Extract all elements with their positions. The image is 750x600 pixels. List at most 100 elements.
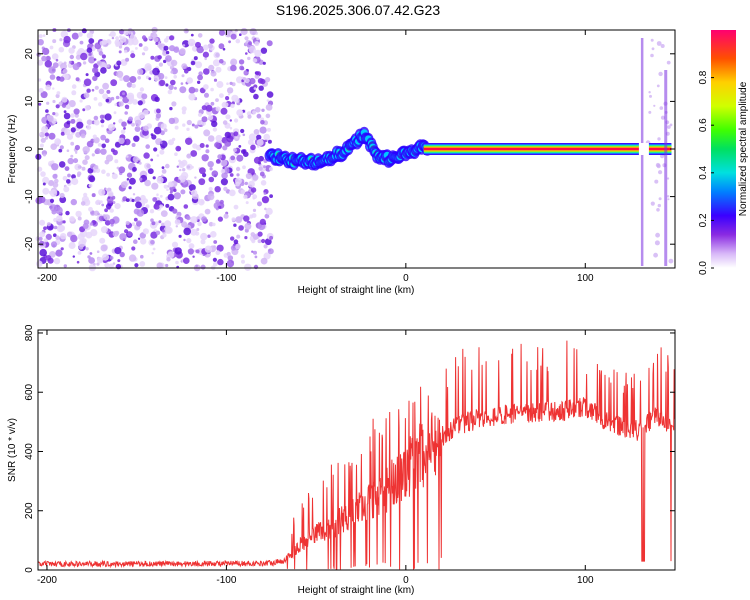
noise-speck <box>155 113 161 119</box>
noise-speck <box>207 161 214 168</box>
noise-speck <box>166 257 171 262</box>
noise-speck <box>263 192 267 195</box>
noise-speck <box>219 199 224 205</box>
noise-speck <box>216 244 224 252</box>
noise-speck <box>50 241 58 248</box>
noise-speck <box>86 88 91 93</box>
noise-speck <box>100 226 108 234</box>
noise-speck <box>88 38 95 44</box>
noise-speck <box>56 91 61 95</box>
noise-speck <box>70 154 74 158</box>
noise-speck <box>88 56 96 64</box>
noise-speck <box>42 182 46 186</box>
noise-speck <box>60 233 67 240</box>
noise-speck <box>169 182 174 187</box>
noise-speck <box>233 223 237 227</box>
noise-speck <box>179 168 182 172</box>
figure-title: S196.2025.306.07.42.G23 <box>276 2 440 18</box>
noise-speck <box>152 67 160 76</box>
noise-speck <box>186 153 192 159</box>
x-tick-label: 0 <box>403 273 409 284</box>
noise-speck <box>266 91 274 98</box>
noise-speck <box>58 161 66 168</box>
noise-speck <box>160 123 167 130</box>
noise-speck <box>238 145 242 148</box>
noise-speck <box>245 201 249 205</box>
noise-speck <box>215 66 222 73</box>
x-tick-label: -200 <box>37 273 57 284</box>
noise-speck <box>133 135 140 142</box>
noise-speck <box>142 125 149 132</box>
noise-speck <box>224 131 231 139</box>
noise-speck <box>45 55 51 62</box>
noise-speck <box>71 32 79 40</box>
noise-speck <box>252 197 256 200</box>
noise-speck <box>656 84 660 88</box>
noise-speck <box>63 264 67 268</box>
noise-speck <box>63 110 67 114</box>
noise-speck <box>228 189 236 197</box>
noise-speck <box>197 119 203 125</box>
noise-speck <box>96 250 100 253</box>
noise-speck <box>106 39 111 44</box>
noise-speck <box>109 256 114 260</box>
noise-speck <box>217 216 223 222</box>
noise-speck <box>83 92 90 99</box>
noise-speck <box>71 177 79 186</box>
noise-speck <box>244 222 252 230</box>
noise-speck <box>221 172 228 179</box>
noise-speck <box>156 108 161 114</box>
noise-speck <box>243 70 248 75</box>
noise-speck <box>253 250 257 255</box>
noise-speck <box>151 221 156 226</box>
noise-speck <box>45 109 49 113</box>
noise-speck <box>168 117 176 125</box>
noise-speck <box>248 180 255 188</box>
noise-speck <box>70 234 78 243</box>
noise-speck <box>197 221 202 227</box>
noise-speck <box>138 161 142 165</box>
noise-speck <box>220 178 228 186</box>
noise-speck <box>201 216 208 223</box>
noise-speck <box>106 89 111 94</box>
noise-speck <box>183 28 189 34</box>
noise-speck <box>63 61 67 65</box>
noise-speck <box>112 262 116 265</box>
noise-speck <box>44 60 52 68</box>
noise-speck <box>254 74 260 79</box>
noise-speck <box>187 248 194 255</box>
noise-speck <box>131 143 136 147</box>
noise-speck <box>123 75 130 83</box>
noise-speck <box>153 147 158 152</box>
noise-speck <box>38 102 42 106</box>
noise-speck <box>118 118 123 124</box>
noise-speck <box>180 171 189 180</box>
x-tick-label: 0 <box>403 575 409 586</box>
noise-speck <box>37 39 44 46</box>
noise-speck <box>240 66 245 71</box>
noise-speck <box>156 193 159 196</box>
noise-speck <box>255 71 260 76</box>
noise-speck <box>257 201 262 207</box>
noise-speck <box>190 189 198 196</box>
noise-speck <box>71 174 76 180</box>
noise-speck <box>165 203 170 208</box>
noise-speck <box>130 50 135 54</box>
noise-speck <box>230 64 237 72</box>
noise-speck <box>190 216 198 224</box>
noise-speck <box>58 46 65 53</box>
noise-speck <box>150 231 158 239</box>
noise-speck <box>43 153 46 157</box>
noise-speck <box>208 64 215 71</box>
noise-speck <box>47 115 54 122</box>
noise-speck <box>212 222 216 227</box>
noise-speck <box>264 238 272 246</box>
noise-speck <box>183 257 190 265</box>
noise-speck <box>64 166 70 172</box>
spectrogram-x-label: Height of straight line (km) <box>298 285 415 296</box>
noise-speck <box>79 40 84 45</box>
noise-speck <box>68 47 75 54</box>
noise-speck <box>39 132 42 136</box>
noise-speck <box>195 61 203 69</box>
noise-speck <box>197 112 203 117</box>
